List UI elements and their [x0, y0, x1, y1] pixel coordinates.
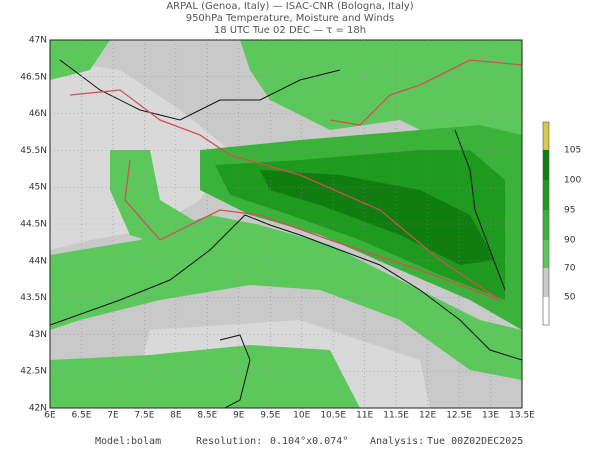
- colorbar-label: 105: [564, 146, 581, 156]
- header-line: ARPAL (Genoa, Italy) — ISAC-CNR (Bologna…: [166, 1, 413, 12]
- colorbar: [542, 121, 550, 326]
- lat-label: 45N: [29, 183, 47, 193]
- map: [50, 40, 522, 408]
- lat-label: 47N: [29, 36, 47, 46]
- lon-label: 9E: [233, 411, 245, 421]
- colorbar-label: 50: [564, 293, 576, 303]
- footer-value: Tue 00Z02DEC2025: [427, 436, 523, 447]
- lon-label: 10E: [293, 411, 310, 421]
- footer-value: 0.104°x0.074°: [270, 436, 348, 447]
- lon-label: 8.5E: [197, 411, 217, 421]
- lat-label: 44N: [29, 256, 47, 266]
- lon-label: 8E: [170, 411, 182, 421]
- lat-label: 43.5N: [20, 293, 47, 303]
- header-line: 950hPa Temperature, Moisture and Winds: [186, 13, 395, 24]
- lat-label: 43N: [29, 330, 47, 340]
- colorbar-label: 90: [564, 236, 576, 246]
- colorbar-label: 100: [564, 176, 581, 186]
- lat-label: 46N: [29, 109, 47, 119]
- footer-value: bolam: [131, 436, 161, 447]
- colorbar-label: 70: [564, 264, 576, 274]
- lat-label: 46.5N: [20, 72, 47, 82]
- lat-label: 42N: [29, 404, 47, 414]
- footer-label: Resolution:: [196, 436, 262, 447]
- lon-label: 12E: [419, 411, 436, 421]
- header-line: 18 UTC Tue 02 DEC — τ = 18h: [214, 25, 366, 36]
- colorbar-label: 95: [564, 206, 575, 216]
- lon-label: 9.5E: [260, 411, 280, 421]
- footer-label: Analysis:: [370, 436, 424, 447]
- lat-label: 45.5N: [20, 146, 47, 156]
- lon-label: 13E: [482, 411, 499, 421]
- lon-label: 11E: [356, 411, 373, 421]
- lon-label: 7.5E: [134, 411, 154, 421]
- footer-label: Model:: [95, 436, 131, 447]
- lat-label: 42.5N: [20, 367, 47, 377]
- lon-label: 12.5E: [446, 411, 472, 421]
- lat-label: 44.5N: [20, 220, 47, 230]
- lon-label: 11.5E: [383, 411, 409, 421]
- lon-label: 6.5E: [71, 411, 91, 421]
- lon-label: 13.5E: [509, 411, 535, 421]
- lon-label: 10.5E: [320, 411, 346, 421]
- lon-label: 6E: [44, 411, 56, 421]
- lon-label: 7E: [107, 411, 119, 421]
